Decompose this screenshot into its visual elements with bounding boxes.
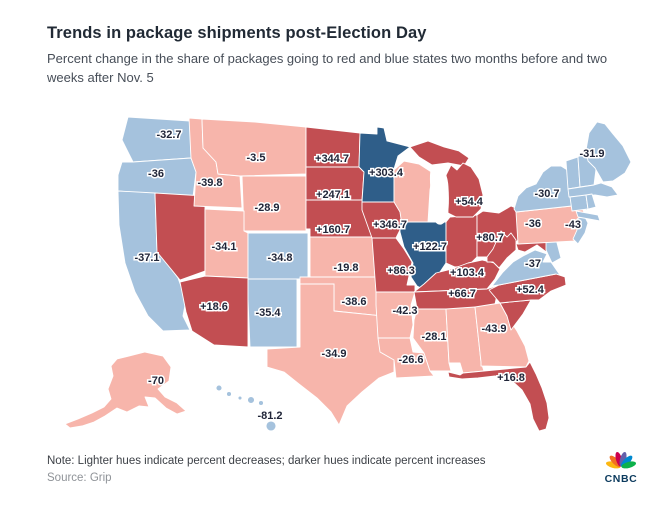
state-label-mn: +303.4 [369, 167, 404, 179]
state-label-id: -39.8 [197, 177, 222, 189]
state-label-me: -31.9 [579, 148, 604, 160]
state-label-nd: +344.7 [315, 153, 349, 165]
chart-header: Trends in package shipments post-Electio… [47, 24, 627, 87]
state-ia [361, 201, 403, 239]
state-label-mi: +54.4 [455, 196, 484, 208]
state-label-tn: +66.7 [448, 288, 476, 300]
state-label-ca: -37.1 [134, 252, 159, 264]
state-va [491, 249, 561, 287]
state-label-nc: +52.4 [516, 284, 545, 296]
state-label-or: -36 [148, 168, 164, 180]
state-label-ky: +103.4 [450, 267, 485, 279]
state-label-ks: -19.8 [333, 262, 358, 274]
state-label-tx: -34.9 [321, 348, 346, 360]
state-label-ia: +346.7 [373, 219, 407, 231]
state-label-fl: +16.8 [497, 372, 525, 384]
state-label-wa: -32.7 [156, 129, 181, 141]
peacock-icon [605, 451, 637, 469]
cnbc-logo: CNBC [605, 451, 638, 485]
state-label-ar: -42.3 [392, 305, 417, 317]
state-label-pa: -36 [525, 218, 541, 230]
chart-note: Note: Lighter hues indicate percent decr… [47, 455, 486, 467]
state-la [377, 337, 435, 379]
state-label-ga: -43.9 [481, 323, 506, 335]
state-mn [358, 126, 411, 203]
state-in [445, 214, 478, 268]
state-label-ne: +160.7 [316, 224, 350, 236]
state-ct [569, 194, 589, 212]
state-nm [247, 278, 298, 348]
state-wv [486, 230, 517, 269]
state-ny-long-island [575, 210, 601, 222]
state-label-ut: -34.1 [211, 241, 236, 253]
chart-title: Trends in package shipments post-Electio… [47, 24, 427, 42]
state-label-mo: +86.3 [387, 265, 415, 277]
state-label-oh: +80.7 [476, 232, 504, 244]
state-label-la: -26.6 [398, 354, 423, 366]
state-label-nj: -43 [565, 219, 581, 231]
state-label-co: -34.8 [267, 252, 292, 264]
state-hi [215, 384, 277, 432]
state-label-az: +18.6 [200, 301, 228, 313]
state-label-ms: -28.1 [421, 331, 446, 343]
state-label-ak: -70 [148, 375, 164, 387]
cnbc-wordmark: CNBC [605, 473, 638, 485]
chart-footer: Note: Lighter hues indicate percent decr… [47, 455, 486, 484]
state-mi [445, 162, 484, 218]
state-label-nm: -35.4 [255, 307, 281, 319]
state-label-ok: -38.6 [341, 296, 366, 308]
state-mt [201, 118, 307, 177]
state-label-ny: -30.7 [534, 188, 559, 200]
state-fl [447, 361, 550, 432]
state-label-il: +122.7 [413, 241, 447, 253]
state-mi-upper-peninsula [409, 140, 470, 167]
lake-michigan [429, 166, 449, 225]
state-me [585, 121, 632, 183]
chart-source: Source: Grip [47, 472, 112, 484]
state-label-mt: -3.5 [247, 152, 266, 164]
state-label-sd: +247.1 [316, 189, 350, 201]
state-label-va: -37 [525, 258, 541, 270]
state-ky [413, 259, 501, 293]
state-ak [64, 351, 187, 429]
state-or [117, 157, 197, 198]
state-ri [585, 193, 597, 210]
state-label-hi: -81.2 [257, 410, 282, 422]
state-label-wy: -28.9 [254, 202, 279, 214]
chart-subtitle: Percent change in the share of packages … [47, 51, 608, 85]
